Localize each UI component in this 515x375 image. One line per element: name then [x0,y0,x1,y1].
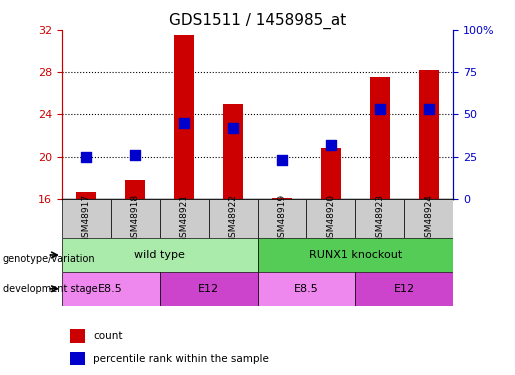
Point [180,120,188,126]
Bar [321,148,340,199]
Text: E8.5: E8.5 [98,284,123,294]
Bar [70,352,85,365]
FancyBboxPatch shape [355,272,453,306]
Bar [223,104,243,199]
Text: RUNX1 knockout: RUNX1 knockout [308,250,402,260]
FancyBboxPatch shape [258,272,355,306]
Point [278,157,286,163]
Text: percentile rank within the sample: percentile rank within the sample [93,354,269,363]
Text: GSM48920: GSM48920 [327,194,335,243]
FancyBboxPatch shape [62,199,111,238]
FancyBboxPatch shape [209,199,258,238]
Bar [70,329,85,343]
Text: count: count [93,331,123,341]
Text: GSM48921: GSM48921 [180,194,188,243]
Text: E12: E12 [393,284,415,294]
Point [229,125,237,131]
FancyBboxPatch shape [355,199,404,238]
Point [82,154,91,160]
FancyBboxPatch shape [62,238,258,272]
FancyBboxPatch shape [306,199,355,238]
Text: GSM48922: GSM48922 [229,194,237,243]
Text: GSM48917: GSM48917 [82,194,91,243]
FancyBboxPatch shape [258,199,306,238]
FancyBboxPatch shape [111,199,160,238]
FancyBboxPatch shape [160,199,209,238]
FancyBboxPatch shape [404,199,453,238]
FancyBboxPatch shape [160,272,258,306]
Text: GSM48919: GSM48919 [278,194,286,243]
Point [424,106,433,112]
Point [327,142,335,148]
Text: GSM48924: GSM48924 [424,194,433,243]
Point [375,106,384,112]
Text: E8.5: E8.5 [294,284,319,294]
Text: GSM48918: GSM48918 [131,194,140,243]
FancyBboxPatch shape [62,272,160,306]
Text: GSM48923: GSM48923 [375,194,384,243]
Title: GDS1511 / 1458985_at: GDS1511 / 1458985_at [169,12,346,28]
Bar [419,70,438,199]
Text: development stage: development stage [3,285,97,294]
Text: wild type: wild type [134,250,185,260]
FancyBboxPatch shape [258,238,453,272]
Text: E12: E12 [198,284,219,294]
Bar [125,180,145,199]
Text: genotype/variation: genotype/variation [3,255,95,264]
Bar [370,78,389,199]
Point [131,152,139,158]
Bar [76,192,96,199]
Bar [174,35,194,199]
Bar [272,198,291,199]
